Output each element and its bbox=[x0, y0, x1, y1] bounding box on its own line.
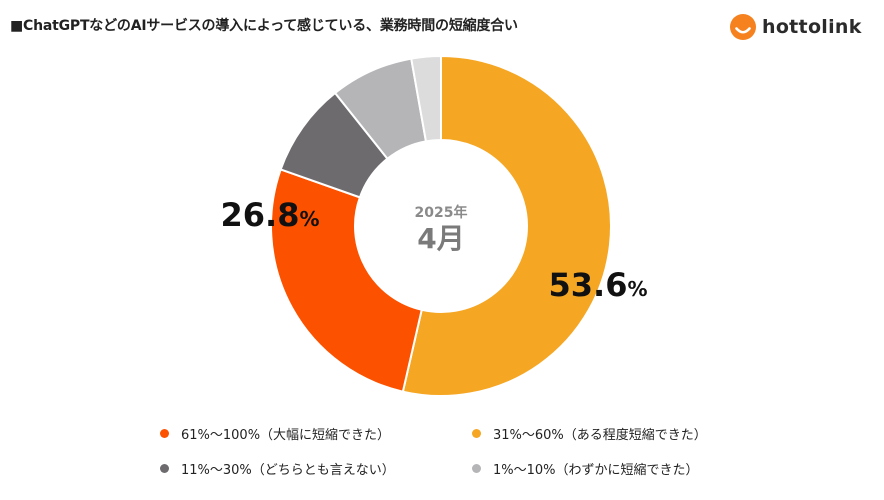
donut-slice-1 bbox=[270, 168, 423, 393]
slice-value-label: 53.6% bbox=[549, 266, 648, 304]
donut-slice-0 bbox=[401, 54, 612, 397]
chart-title: ■ChatGPTなどのAIサービスの導入によって感じている、業務時間の短縮度合い bbox=[10, 18, 518, 34]
legend-label: 61%〜100%（大幅に短縮できた） bbox=[181, 428, 391, 443]
donut-slice-4 bbox=[410, 54, 442, 143]
legend-dot bbox=[160, 429, 169, 438]
legend-label: 1%〜10%（わずかに短縮できた） bbox=[493, 463, 699, 478]
hottolink-logo-icon bbox=[730, 14, 756, 40]
center-year-label: 2025年 bbox=[415, 204, 468, 221]
data-labels: 53.6% 26.8% bbox=[221, 196, 648, 304]
slice-value-label: 26.8% bbox=[221, 196, 320, 234]
legend-label: 31%〜60%（ある程度短縮できた） bbox=[493, 428, 707, 443]
donut-slices bbox=[270, 54, 612, 397]
legend-dot bbox=[472, 429, 481, 438]
legend-dot bbox=[160, 464, 169, 473]
legend-item-11-30: 11%〜30%（どちらとも言えない） bbox=[160, 459, 472, 478]
legend-dot bbox=[472, 464, 481, 473]
legend-item-31-60: 31%〜60%（ある程度短縮できた） bbox=[472, 424, 772, 443]
legend-label: 11%〜30%（どちらとも言えない） bbox=[181, 463, 395, 478]
hottolink-logo: hottolink bbox=[730, 13, 862, 41]
legend-item-1-10: 1%〜10%（わずかに短縮できた） bbox=[472, 459, 772, 478]
legend-item-61-100: 61%〜100%（大幅に短縮できた） bbox=[160, 424, 472, 443]
logo-text: hottolink bbox=[762, 16, 862, 38]
center-month-label: 4月 bbox=[417, 222, 464, 255]
chart-legend: 61%〜100%（大幅に短縮できた） 31%〜60%（ある程度短縮できた） 11… bbox=[160, 424, 780, 478]
